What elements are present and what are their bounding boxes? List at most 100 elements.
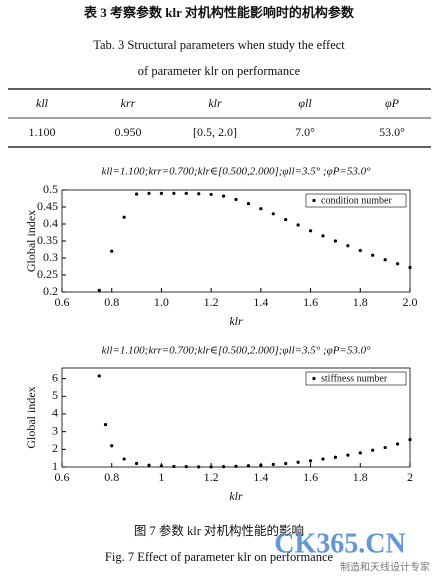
- x-tick-label: 0.8: [104, 470, 119, 484]
- table-cell: 1.100: [29, 125, 56, 139]
- x-tick-label: 1.2: [204, 470, 219, 484]
- point: [259, 463, 263, 467]
- x-tick-label: 1.4: [253, 470, 268, 484]
- point: [103, 422, 108, 427]
- legend-label: stiffness number: [321, 373, 388, 384]
- x-tick-label: 1.8: [353, 470, 368, 484]
- x-tick-label: 1.4: [253, 295, 268, 309]
- point: [321, 457, 325, 461]
- point: [395, 442, 400, 446]
- y-tick-label: 0.45: [37, 199, 58, 213]
- point: [296, 223, 300, 227]
- point: [346, 244, 350, 248]
- watermark-logo: CK365.CN: [274, 528, 405, 559]
- point: [308, 459, 313, 463]
- point: [296, 460, 300, 464]
- point: [383, 258, 387, 262]
- table-title-en: Tab. 3 Structural parameters when study …: [93, 38, 345, 52]
- point: [134, 192, 139, 196]
- point: [395, 262, 400, 266]
- table-header: kll: [36, 96, 49, 110]
- table-header: φP: [385, 96, 400, 110]
- point: [259, 207, 263, 211]
- table-title-en: of parameter klr on performance: [138, 64, 301, 78]
- point: [308, 229, 313, 233]
- y-tick-label: 0.4: [43, 216, 58, 230]
- point: [122, 215, 126, 219]
- x-tick-label: 0.8: [104, 295, 119, 309]
- x-tick-label: 2: [407, 470, 413, 484]
- point: [284, 217, 288, 222]
- y-tick-label: 0.3: [43, 250, 58, 264]
- watermark-text: 制造和天线设计专家: [340, 560, 430, 573]
- point: [122, 457, 126, 461]
- table-cell: 0.950: [115, 125, 142, 139]
- y-tick-label: 6: [52, 370, 58, 384]
- x-tick-label: 1: [158, 470, 164, 484]
- point: [97, 374, 101, 378]
- point: [147, 191, 151, 195]
- x-axis-label: klr: [229, 314, 243, 328]
- x-tick-label: 0.6: [55, 295, 70, 309]
- x-axis-label: klr: [229, 489, 243, 503]
- point: [271, 462, 275, 466]
- point: [134, 461, 139, 466]
- point: [271, 212, 275, 216]
- point: [333, 455, 338, 459]
- point: [172, 464, 176, 469]
- point: [221, 465, 226, 469]
- table-title-cn: 表 3 考察参数 klr 对机构性能影响时的机构参数: [83, 5, 355, 20]
- legend-marker: [312, 376, 316, 381]
- figure-caption-cn: 图 7 参数 klr 对机构性能的影响: [134, 523, 304, 538]
- y-tick-label: 1: [52, 459, 58, 473]
- point: [246, 202, 251, 206]
- x-tick-label: 1.6: [303, 295, 318, 309]
- point: [221, 194, 226, 198]
- table-header: klr: [208, 96, 222, 110]
- point: [246, 464, 251, 468]
- y-tick-label: 2: [52, 441, 58, 455]
- y-tick-label: 0.2: [43, 284, 58, 298]
- legend-marker: [312, 198, 316, 203]
- point: [197, 465, 201, 469]
- point: [383, 445, 387, 450]
- point: [346, 453, 350, 457]
- point: [172, 191, 176, 195]
- y-axis-label: Global index: [24, 386, 38, 448]
- point: [371, 253, 375, 257]
- chart-subtitle: kll=1.100;krr=0.700;klr∈[0.500,2.000];φl…: [101, 166, 371, 178]
- table-header: φll: [298, 96, 312, 110]
- point: [333, 239, 338, 243]
- point: [321, 234, 325, 238]
- legend-box: [305, 371, 407, 386]
- point: [110, 249, 114, 253]
- point: [209, 465, 213, 469]
- x-tick-label: 0.6: [55, 470, 70, 484]
- y-tick-label: 0.35: [37, 233, 58, 247]
- x-tick-label: 1.6: [303, 470, 318, 484]
- x-tick-label: 1.2: [204, 295, 219, 309]
- point: [197, 192, 201, 196]
- y-tick-label: 4: [52, 406, 58, 420]
- y-axis-label: Global index: [24, 210, 38, 272]
- legend-label: condition number: [321, 195, 392, 206]
- point: [408, 437, 412, 442]
- point: [147, 463, 151, 467]
- point: [159, 464, 164, 468]
- point: [209, 192, 213, 197]
- point: [97, 288, 101, 292]
- x-tick-label: 1.8: [353, 295, 368, 309]
- figure-caption-en: Fig. 7 Effect of parameter klr on perfor…: [105, 550, 334, 564]
- legend-box: [305, 193, 407, 208]
- point: [184, 191, 188, 195]
- y-tick-label: 3: [52, 423, 58, 437]
- table-cell: [0.5, 2.0]: [193, 125, 237, 139]
- y-tick-label: 0.5: [43, 182, 58, 196]
- point: [371, 448, 375, 452]
- point: [408, 265, 412, 270]
- y-tick-label: 5: [52, 388, 58, 402]
- table-cell: 53.0°: [379, 125, 405, 139]
- x-tick-label: 1.0: [154, 295, 169, 309]
- y-tick-label: 0.25: [37, 267, 58, 281]
